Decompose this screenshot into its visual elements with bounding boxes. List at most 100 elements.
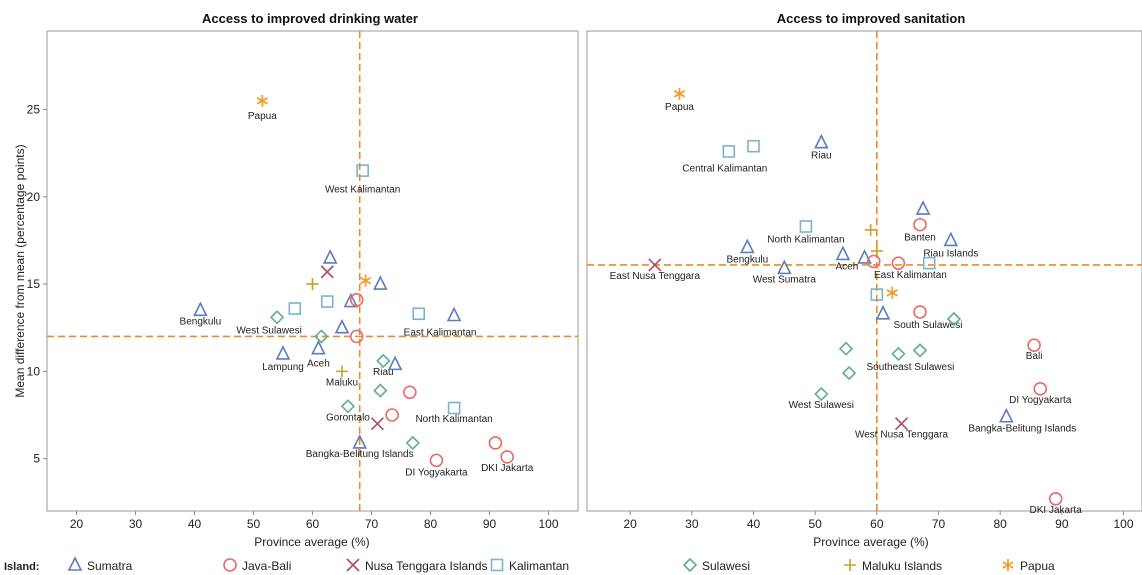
y-tick-label: 15 [27,277,41,291]
point-java [488,436,503,450]
x-tick-label: 90 [1055,517,1069,531]
data-points [193,94,515,468]
point-label: West Kalimantan [325,185,400,196]
panel-sanitation: Access to improved sanitation 20 30 40 50 60… [586,11,1142,549]
plot-frame [586,30,1142,512]
y-tick-label: 25 [27,103,41,117]
point-papua [886,286,898,299]
x-tick-label: 70 [365,517,379,531]
point-label: DKI Jakarta [481,463,534,474]
point-kalimantan [356,164,369,177]
point-sulawesi [912,343,928,358]
point-labels: Papua Central Kalimantan Riau Banten North K… [610,102,1083,516]
point-java [385,408,399,422]
point-label: Papua [248,111,277,122]
point-label: Lampung [262,362,304,373]
point-label: Riau [373,367,394,378]
panel-drinking-water: Access to improved drinking water 20 30 40… [13,11,579,549]
point-nusa [648,258,662,272]
x-tick-label: 100 [538,517,558,531]
point-sumatra [373,275,388,290]
point-java [866,254,881,269]
point-java [1048,491,1063,506]
legend-marker-sumatra [67,556,83,571]
point-sumatra [857,249,872,264]
point-maluku [864,223,877,236]
point-sulawesi [340,399,356,414]
point-kalimantan [799,220,813,233]
point-label: Riau Islands [923,248,978,259]
x-tick-label: 50 [808,517,822,531]
y-axis-label: Mean difference from mean (percentage po… [13,144,27,397]
x-tick-label: 80 [424,517,438,531]
point-label: DI Yogyakarta [1009,395,1072,406]
point-java [349,292,364,307]
point-sumatra [343,292,359,308]
point-sumatra [446,306,462,322]
x-tick-label: 80 [993,517,1007,531]
point-java [403,385,417,400]
point-label: West Sumatra [753,274,817,285]
legend-label-sumatra: Sumatra [87,559,133,573]
point-kalimantan [922,256,936,270]
point-kalimantan [320,295,334,308]
x-tick-label: 50 [247,517,261,531]
point-label: Banten [904,233,936,244]
point-kalimantan [288,302,302,315]
point-sumatra [387,355,403,371]
x-tick-label: 60 [306,517,320,531]
y-tick-label: 10 [27,364,41,378]
x-tick-label: 20 [623,517,637,531]
point-label: Bengkulu [180,316,222,327]
point-sumatra [875,304,891,320]
x-tick-label: 40 [747,517,761,531]
legend-marker-kalimantan [490,558,504,572]
point-labels: Papua West Kalimantan Bengkulu West Sulawes… [180,111,534,479]
x-tick-label: 60 [870,517,884,531]
point-kalimantan [870,288,884,301]
legend-label-maluku: Maluku Islands [862,559,942,573]
point-label: Central Kalimantan [682,163,767,174]
point-sumatra [943,231,959,247]
point-maluku [870,244,883,257]
point-sumatra [999,407,1014,423]
x-tick-label: 100 [1113,517,1133,531]
point-java [349,329,364,344]
x-axis-label: Province average (%) [813,535,928,549]
legend-marker-sulawesi [682,557,698,573]
data-points [648,87,1063,506]
point-kalimantan [447,401,461,415]
point-label: East Kalimantan [874,270,947,281]
point-java [891,256,906,270]
point-label: North Kalimantan [415,414,492,425]
x-tick-label: 30 [129,517,143,531]
point-kalimantan [747,139,760,153]
point-sulawesi [269,310,285,325]
point-label: Maluku [326,377,358,388]
x-tick-label: 70 [932,517,946,531]
point-kalimantan [412,307,426,321]
point-sumatra [915,200,931,215]
legend-label-kalimantan: Kalimantan [509,559,569,573]
point-java [1033,382,1048,396]
point-papua [673,87,686,100]
point-maluku [336,365,348,378]
point-sulawesi [405,435,420,451]
x-tick-label: 30 [685,517,699,531]
point-nusa [370,417,384,431]
point-label: North Kalimantan [767,234,844,245]
reference-lines [47,31,578,511]
point-sumatra [275,345,291,360]
panel-title: Access to improved sanitation [777,11,966,26]
point-sumatra [777,259,792,275]
point-sumatra [193,301,208,317]
legend-marker-papua [1002,559,1014,571]
x-axis-label: Province average (%) [254,535,369,549]
point-sulawesi [314,329,329,344]
point-label: West Nusa Tenggara [855,430,948,441]
x-tick-label: 90 [483,517,497,531]
y-tick-label: 5 [33,452,40,466]
legend-marker-nusa [346,558,360,572]
point-nusa [320,265,334,279]
point-label: Riau [811,151,832,162]
